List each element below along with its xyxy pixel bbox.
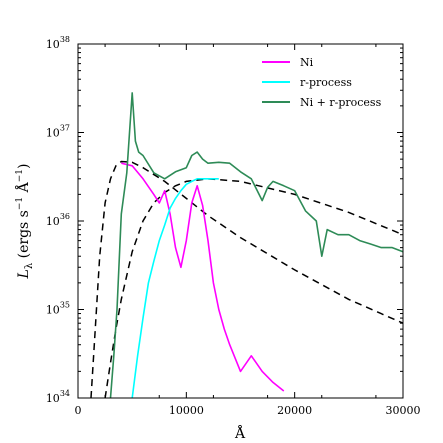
y-axis-label-sub: λ: [24, 262, 35, 269]
axis-ticks: 0 10000 20000 30000 1034 1035 1036 1037 1038: [46, 35, 421, 417]
y-axis-label: Lλ (ergs s−1 Å−1): [14, 164, 35, 280]
x-tick-label: 0: [75, 404, 82, 417]
y-axis-label-end: ): [16, 164, 32, 169]
y-axis-label-exp2: −1: [15, 169, 25, 182]
blackbody-curve-1: [90, 160, 404, 399]
y-tick-label: 1037: [46, 124, 70, 140]
legend-label-ni: Ni: [300, 56, 314, 69]
y-tick-label: 1038: [46, 35, 70, 51]
x-tick-label: 20000: [277, 404, 312, 417]
series-ni-line: [121, 162, 285, 392]
legend: Ni r-process Ni + r-process: [262, 56, 382, 109]
x-axis-label: Å: [234, 424, 246, 442]
plot-marks: [90, 92, 404, 399]
y-axis-label-main: L: [16, 269, 32, 279]
y-tick-label: 1034: [46, 389, 70, 405]
legend-label-rprocess: r-process: [300, 76, 352, 89]
y-axis-label-exp1: −1: [15, 197, 25, 210]
series-ni-rprocess-line: [109, 92, 404, 399]
legend-label-combined: Ni + r-process: [300, 96, 382, 109]
x-tick-label: 30000: [386, 404, 421, 417]
series-rprocess-line: [131, 178, 219, 399]
y-tick-label: 1036: [46, 212, 70, 228]
y-axis-label-rest: (ergs s: [16, 210, 32, 263]
y-axis-label-mid: Å: [14, 181, 32, 196]
x-tick-label: 10000: [169, 404, 204, 417]
y-tick-label: 1035: [46, 301, 70, 317]
